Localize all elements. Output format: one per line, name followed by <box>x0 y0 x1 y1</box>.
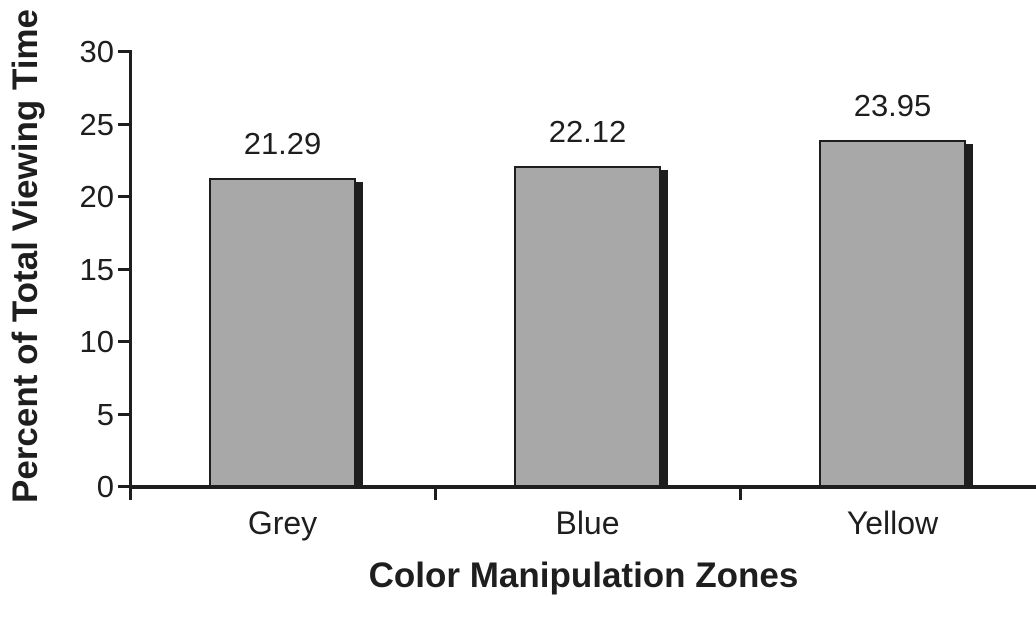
y-tick-label: 0 <box>96 469 114 504</box>
category-label: Grey <box>247 505 318 541</box>
y-tick <box>118 412 131 416</box>
y-tick-label: 5 <box>96 396 114 432</box>
x-tick <box>129 487 132 500</box>
bar-value-label: 22.12 <box>548 114 627 150</box>
y-tick-label: 15 <box>79 251 114 287</box>
x-axis-title: Color Manipulation Zones <box>368 556 799 595</box>
y-tick <box>118 267 131 271</box>
y-tick-label: 30 <box>79 34 114 69</box>
y-tick-label: 25 <box>79 106 114 142</box>
bar <box>819 139 966 487</box>
bar-value-label: 23.95 <box>853 87 932 123</box>
y-tick <box>118 50 131 53</box>
category-label: Yellow <box>846 505 939 541</box>
y-tick-label: 20 <box>79 179 114 214</box>
x-tick <box>434 487 437 500</box>
category-label: Blue <box>555 505 620 541</box>
x-tick <box>739 487 742 500</box>
bar-shadow <box>659 170 668 489</box>
bar-shadow <box>964 143 973 489</box>
y-tick <box>118 195 131 198</box>
bar-shadow <box>354 182 363 489</box>
bar <box>514 166 661 487</box>
y-tick <box>118 485 131 488</box>
bar <box>209 178 356 487</box>
y-tick <box>118 340 131 343</box>
bar-value-label: 21.29 <box>243 126 322 162</box>
y-tick <box>118 122 131 126</box>
y-tick-label: 10 <box>79 324 114 359</box>
x-axis-line <box>129 485 1036 489</box>
